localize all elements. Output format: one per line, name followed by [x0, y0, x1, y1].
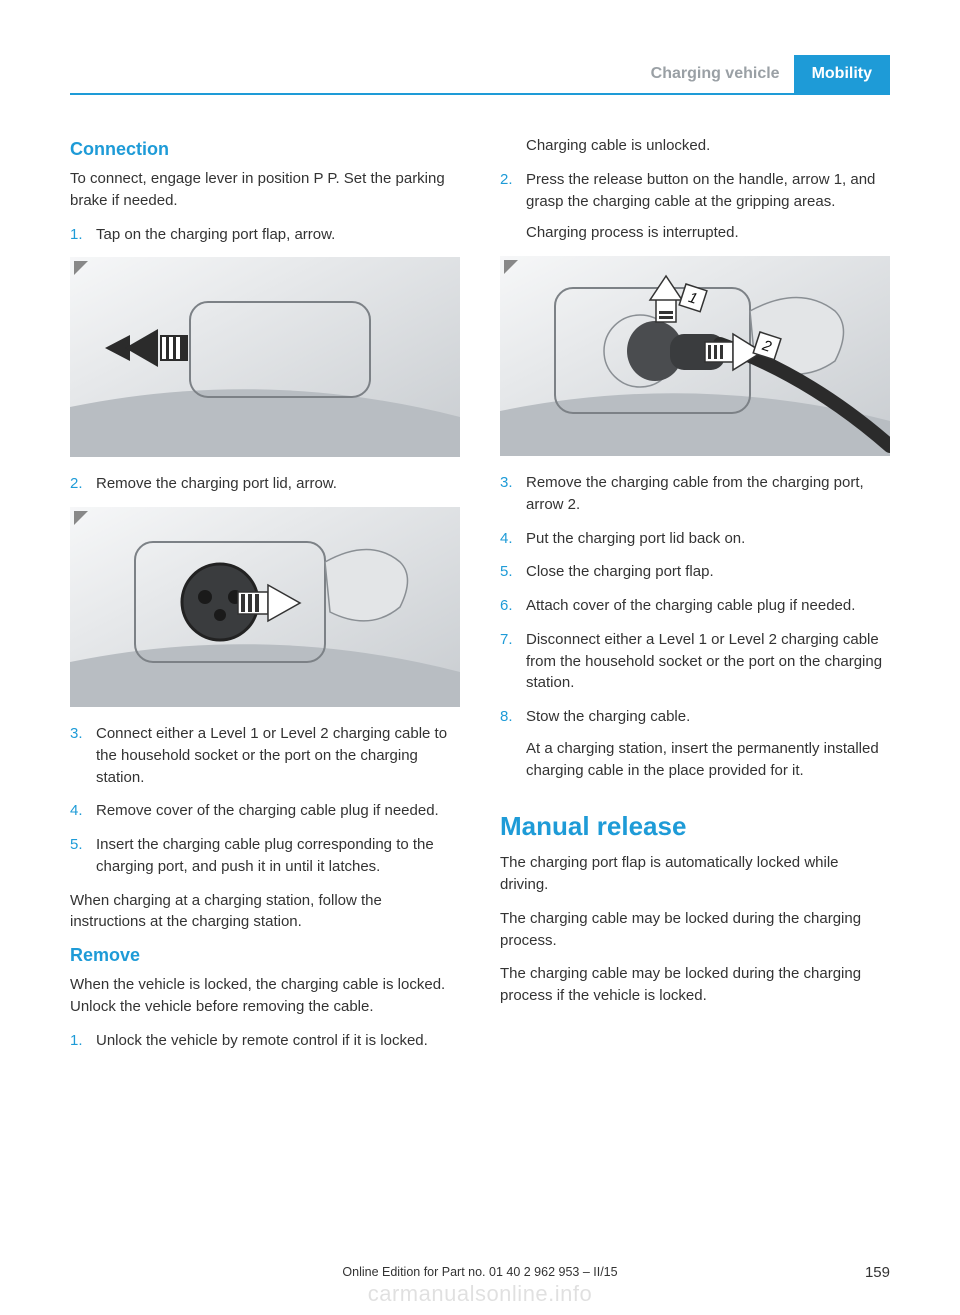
remove-step-7: 7. Disconnect either a Level 1 or Level …: [500, 629, 890, 694]
step-number: [500, 135, 526, 157]
figure-cable-remove: 1 2: [500, 256, 890, 456]
step-number: 3.: [500, 472, 526, 516]
step-number: 1.: [70, 224, 96, 246]
step-number: 4.: [70, 800, 96, 822]
manual-release-p1: The charging port flap is automatically …: [500, 852, 890, 896]
right-column: Charging cable is unlocked. 2. Press the…: [500, 135, 890, 1063]
step-text: Press the release button on the handle, …: [526, 169, 890, 244]
watermark: carmanualsonline.info: [0, 1281, 960, 1307]
connection-step-3: 3. Connect either a Level 1 or Level 2 c…: [70, 723, 460, 788]
remove-step-3: 3. Remove the charging cable from the ch…: [500, 472, 890, 516]
remove-step-2: 2. Press the release button on the handl…: [500, 169, 890, 244]
connection-step-1: 1. Tap on the charging port flap, arrow.: [70, 224, 460, 246]
step-number: 7.: [500, 629, 526, 694]
step-number: 2.: [70, 473, 96, 495]
step-text: Tap on the charging port flap, arrow.: [96, 224, 460, 246]
connection-step-2: 2. Remove the charging port lid, arrow.: [70, 473, 460, 495]
step-number: 3.: [70, 723, 96, 788]
figure-port-lid: [70, 507, 460, 707]
step-text: Disconnect either a Level 1 or Level 2 c…: [526, 629, 890, 694]
step-text: Insert the charging cable plug correspon…: [96, 834, 460, 878]
remove-step-6: 6. Attach cover of the charging cable pl…: [500, 595, 890, 617]
header-section-label: Charging vehicle: [637, 55, 794, 93]
step-number: 4.: [500, 528, 526, 550]
manual-release-p2: The charging cable may be locked during …: [500, 908, 890, 952]
connection-heading: Connection: [70, 139, 460, 160]
connection-step-5: 5. Insert the charging cable plug corres…: [70, 834, 460, 878]
remove-step-8: 8. Stow the charging cable. At a chargin…: [500, 706, 890, 781]
step-text: Remove the charging cable from the charg…: [526, 472, 890, 516]
remove-step-4: 4. Put the charging port lid back on.: [500, 528, 890, 550]
remove-step-1b: Charging cable is unlocked.: [500, 135, 890, 157]
step-number: 5.: [500, 561, 526, 583]
step-text: Attach cover of the charging cable plug …: [526, 595, 890, 617]
figure-flap-tap: [70, 257, 460, 457]
header-chapter-label: Mobility: [794, 55, 890, 93]
connection-intro: To connect, engage lever in position P P…: [70, 168, 460, 212]
step-number: 6.: [500, 595, 526, 617]
step-text: Connect either a Level 1 or Level 2 char…: [96, 723, 460, 788]
step-number: 1.: [70, 1030, 96, 1052]
step-text-a: Stow the charging cable.: [526, 706, 890, 728]
content-columns: Connection To connect, engage lever in p…: [70, 135, 890, 1063]
step-text: Unlock the vehicle by remote control if …: [96, 1030, 460, 1052]
remove-step-5: 5. Close the charging port flap.: [500, 561, 890, 583]
remove-intro: When the vehicle is locked, the charging…: [70, 974, 460, 1018]
step-number: 5.: [70, 834, 96, 878]
step-number: 8.: [500, 706, 526, 781]
left-column: Connection To connect, engage lever in p…: [70, 135, 460, 1063]
step-text-a: Press the release button on the handle, …: [526, 169, 890, 213]
step-text: Remove the charging port lid, arrow.: [96, 473, 460, 495]
step-text: Remove cover of the charging cable plug …: [96, 800, 460, 822]
step-text-b: Charging process is interrupted.: [526, 222, 890, 244]
step-text: Put the charging port lid back on.: [526, 528, 890, 550]
page-number: 159: [865, 1264, 890, 1281]
step-text: Charging cable is unlocked.: [526, 135, 890, 157]
step-text: Close the charging port flap.: [526, 561, 890, 583]
footer-edition: Online Edition for Part no. 01 40 2 962 …: [0, 1265, 960, 1279]
connection-step-4: 4. Remove cover of the charging cable pl…: [70, 800, 460, 822]
manual-release-p3: The charging cable may be locked during …: [500, 963, 890, 1007]
remove-heading: Remove: [70, 945, 460, 966]
remove-step-1: 1. Unlock the vehicle by remote control …: [70, 1030, 460, 1052]
step-number: 2.: [500, 169, 526, 244]
page-header: Charging vehicle Mobility: [70, 55, 890, 95]
connection-note: When charging at a charging station, fol…: [70, 890, 460, 934]
manual-release-heading: Manual release: [500, 811, 890, 842]
step-text-b: At a charging station, insert the perman…: [526, 738, 890, 782]
step-text: Stow the charging cable. At a charging s…: [526, 706, 890, 781]
